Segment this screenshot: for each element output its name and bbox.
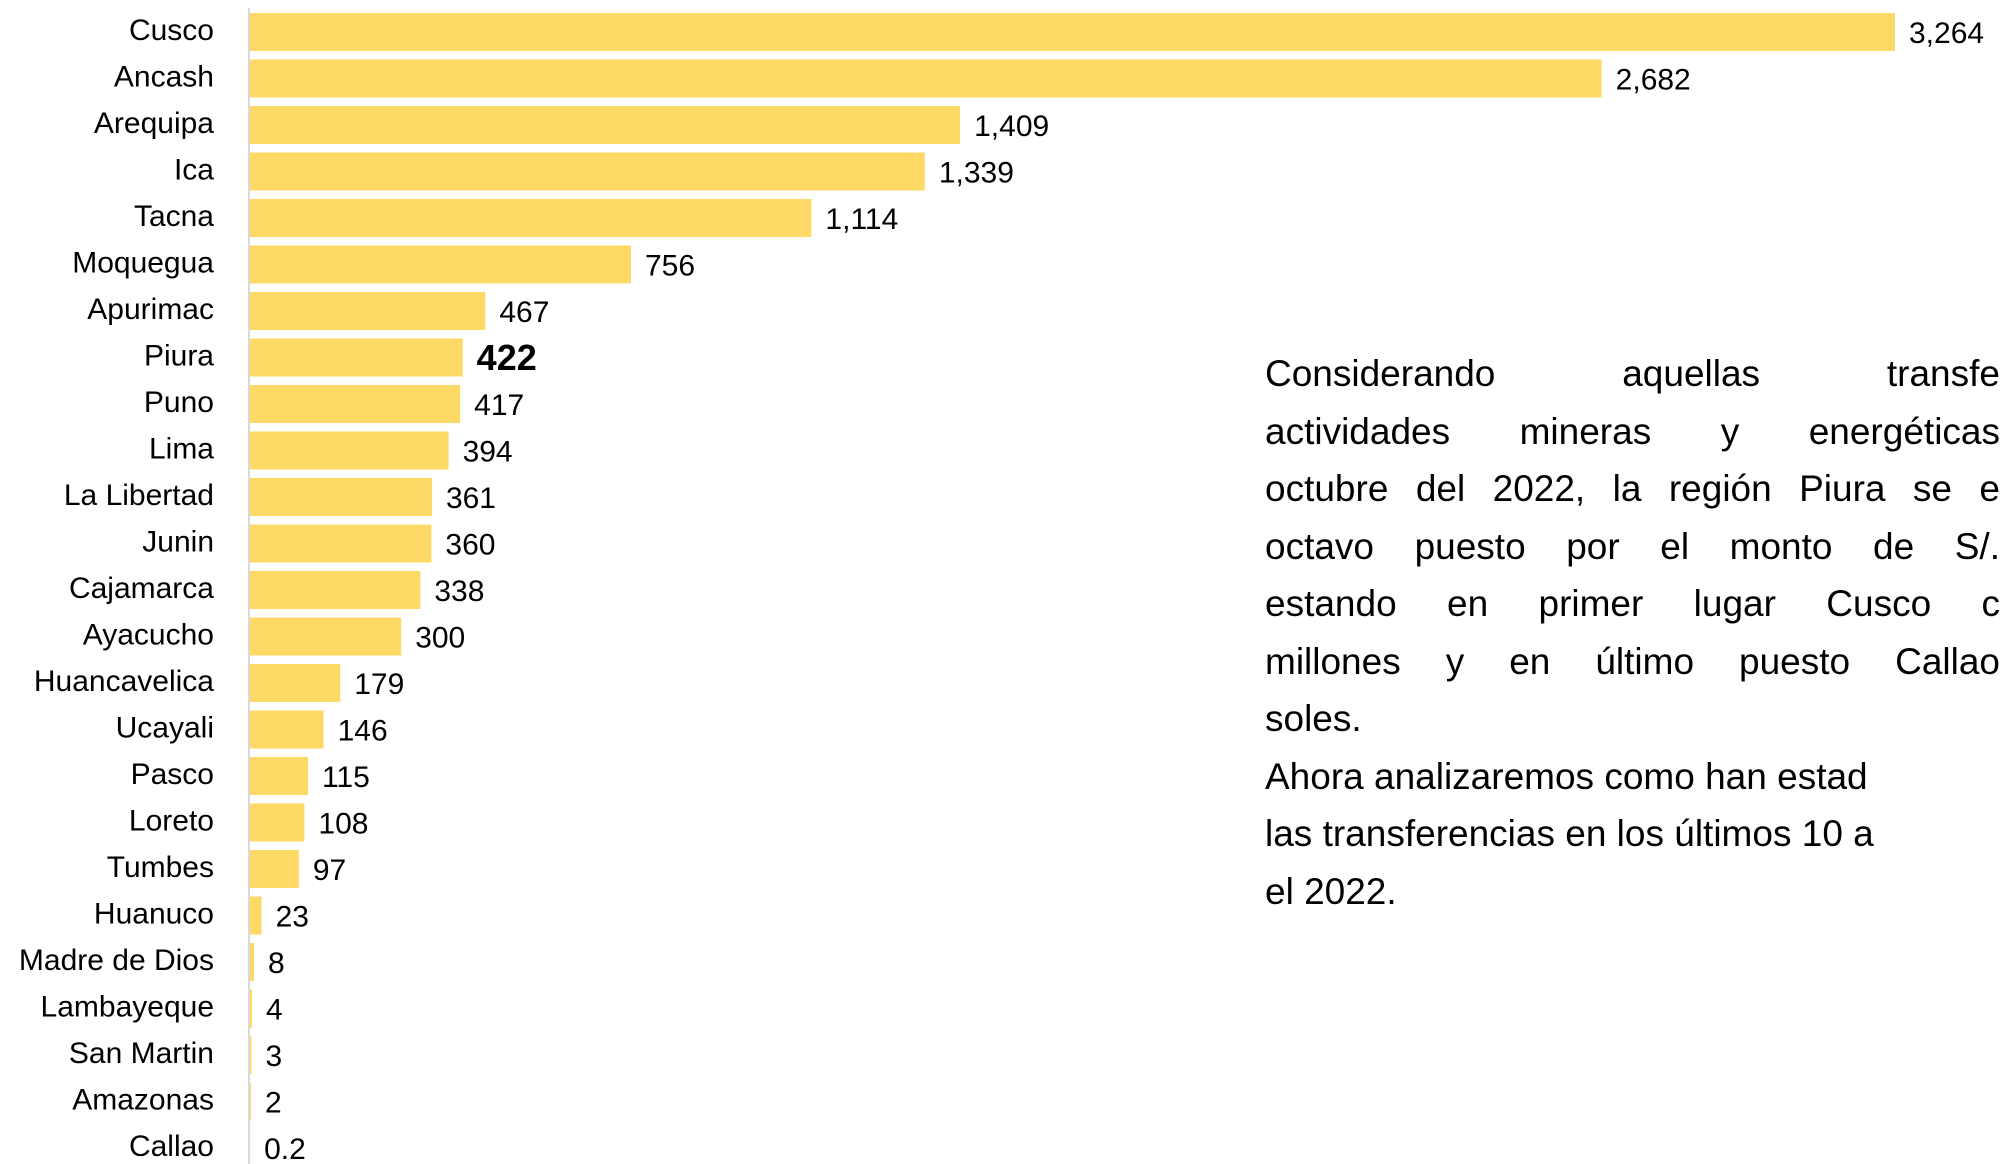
- category-label: Cusco: [129, 14, 214, 47]
- category-label: Loreto: [129, 804, 214, 837]
- bar: [250, 803, 305, 842]
- category-label: Moquegua: [72, 246, 214, 279]
- paragraph-line: las transferencias en los últimos 10 a: [1265, 813, 1874, 854]
- bar: [250, 664, 341, 702]
- value-label: 97: [313, 854, 346, 887]
- bar: [250, 710, 324, 749]
- category-label: Huancavelica: [34, 665, 214, 698]
- value-label: 2,682: [1616, 63, 1691, 96]
- category-label: Ucayali: [116, 711, 214, 744]
- value-label: 1,114: [825, 203, 898, 236]
- bar: [250, 152, 925, 191]
- value-label: 756: [645, 249, 695, 282]
- category-label: Piura: [144, 339, 214, 372]
- bar: [250, 524, 432, 563]
- category-label: Ayacucho: [83, 618, 214, 651]
- value-label: 146: [338, 714, 388, 747]
- category-label: La Libertad: [64, 479, 214, 512]
- bar: [250, 431, 449, 470]
- category-label: Amazonas: [72, 1083, 214, 1116]
- category-label: Tumbes: [107, 851, 214, 884]
- category-label: Lima: [149, 432, 214, 465]
- bar: [250, 757, 308, 795]
- value-label: 338: [434, 575, 484, 608]
- value-label: 8: [268, 947, 285, 980]
- paragraph-line: millones y en último puesto Callao: [1265, 640, 2000, 682]
- category-label: Lambayeque: [41, 990, 214, 1023]
- paragraph-line: octavo puesto por el monto de S/.: [1265, 525, 2000, 567]
- value-label: 467: [499, 296, 549, 329]
- bar: [250, 199, 812, 237]
- bar: [250, 1082, 252, 1121]
- bar: [250, 106, 961, 144]
- value-label: 1,339: [939, 156, 1014, 189]
- paragraph-line: Ahora analizaremos como han estad: [1265, 755, 1868, 797]
- category-label: Ancash: [114, 60, 214, 93]
- value-label: 23: [276, 900, 309, 933]
- category-label: Apurimac: [87, 293, 214, 326]
- category-label: Huanuco: [94, 897, 214, 930]
- bar: [250, 989, 253, 1028]
- bar: [250, 385, 461, 423]
- bar: [250, 896, 262, 935]
- bar: [250, 245, 632, 284]
- bar: [250, 850, 299, 888]
- paragraph-line: octubre del 2022, la región Piura se e: [1265, 468, 2000, 509]
- bar: [250, 617, 402, 656]
- bar: [250, 13, 1895, 51]
- value-label: 394: [463, 435, 513, 468]
- category-label: Pasco: [131, 758, 214, 791]
- bar: [250, 478, 432, 516]
- category-label: Ica: [174, 153, 214, 186]
- value-label: 422: [477, 337, 537, 378]
- bar: [250, 1036, 252, 1074]
- value-label: 361: [446, 482, 496, 515]
- value-label: 300: [415, 621, 465, 654]
- value-label: 4: [266, 993, 283, 1026]
- value-label: 2: [265, 1086, 282, 1119]
- value-label: 1,409: [974, 110, 1049, 143]
- category-label: Callao: [129, 1130, 214, 1163]
- paragraph: Considerando aquellas transfe actividades…: [1265, 345, 2000, 945]
- bar: [250, 571, 421, 609]
- paragraph-line: Considerando aquellas transfe: [1265, 353, 2000, 394]
- category-label: San Martin: [69, 1037, 214, 1070]
- value-label: 3,264: [1909, 17, 1984, 50]
- value-label: 115: [322, 761, 370, 794]
- category-label: Cajamarca: [69, 572, 214, 605]
- paragraph-line: estando en primer lugar Cusco c: [1265, 583, 2000, 624]
- bar: [250, 292, 486, 330]
- value-label: 417: [474, 389, 524, 422]
- bar: [250, 59, 1602, 98]
- category-label: Tacna: [134, 200, 214, 233]
- bar: [250, 338, 463, 377]
- category-label: Puno: [144, 386, 214, 419]
- value-label: 0.2: [264, 1133, 306, 1164]
- value-label: 179: [354, 668, 404, 701]
- paragraph-line: actividades mineras y energéticas: [1265, 410, 2000, 452]
- value-label: 108: [318, 807, 368, 840]
- category-label: Madre de Dios: [19, 944, 214, 977]
- category-label: Junin: [142, 525, 214, 558]
- bar: [250, 943, 255, 981]
- paragraph-line: el 2022.: [1265, 870, 1397, 912]
- category-label: Arequipa: [94, 107, 214, 140]
- paragraph-line: soles.: [1265, 698, 1362, 739]
- value-label: 360: [445, 528, 495, 561]
- value-label: 3: [266, 1040, 283, 1073]
